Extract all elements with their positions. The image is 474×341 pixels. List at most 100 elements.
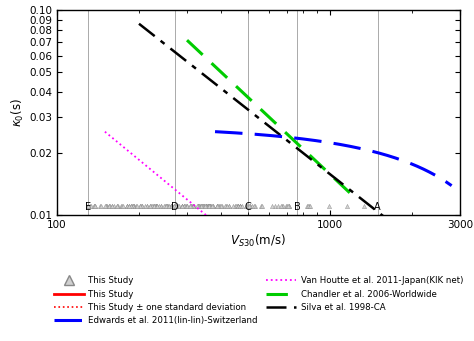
Point xyxy=(198,204,206,209)
Point xyxy=(198,204,205,209)
Point xyxy=(134,204,141,209)
Point xyxy=(84,204,92,209)
Point xyxy=(229,204,237,209)
Point xyxy=(86,204,94,209)
Point xyxy=(183,204,191,209)
Point xyxy=(303,204,311,209)
Text: C: C xyxy=(244,202,251,212)
Point xyxy=(163,204,170,209)
Point xyxy=(190,204,198,209)
Point xyxy=(127,204,135,209)
Point xyxy=(189,204,197,209)
Point xyxy=(196,204,204,209)
Point xyxy=(168,204,176,209)
Point xyxy=(128,204,135,209)
Point xyxy=(200,204,207,209)
Point xyxy=(246,204,253,209)
Point xyxy=(284,204,292,209)
Point xyxy=(231,204,238,209)
Point xyxy=(232,204,239,209)
Point xyxy=(125,204,133,209)
Point xyxy=(221,204,228,209)
Point xyxy=(343,204,351,209)
Point xyxy=(130,204,137,209)
Point xyxy=(304,204,312,209)
Point xyxy=(206,204,214,209)
Point xyxy=(102,204,110,209)
Point xyxy=(124,204,131,209)
Point xyxy=(168,204,176,209)
Point xyxy=(250,204,257,209)
Point xyxy=(203,204,211,209)
Point xyxy=(97,204,104,209)
Point xyxy=(141,204,148,209)
Point xyxy=(124,204,131,209)
X-axis label: $\mathit{V}_{S30}$(m/s): $\mathit{V}_{S30}$(m/s) xyxy=(230,233,286,249)
Point xyxy=(162,204,169,209)
Point xyxy=(237,204,244,209)
Point xyxy=(278,204,286,209)
Point xyxy=(202,204,210,209)
Point xyxy=(167,204,174,209)
Point xyxy=(214,204,221,209)
Point xyxy=(194,204,202,209)
Point xyxy=(182,204,190,209)
Point xyxy=(207,204,215,209)
Point xyxy=(268,204,275,209)
Point xyxy=(187,204,194,209)
Point xyxy=(223,204,230,209)
Point xyxy=(117,204,124,209)
Point xyxy=(123,204,130,209)
Point xyxy=(189,204,196,209)
Point xyxy=(234,204,242,209)
Point xyxy=(237,204,244,209)
Point xyxy=(224,204,231,209)
Point xyxy=(167,204,175,209)
Point xyxy=(246,204,254,209)
Point xyxy=(84,204,92,209)
Point xyxy=(205,204,213,209)
Point xyxy=(150,204,157,209)
Point xyxy=(248,204,256,209)
Point xyxy=(149,204,156,209)
Point xyxy=(129,204,137,209)
Point xyxy=(105,204,112,209)
Point xyxy=(234,204,241,209)
Point xyxy=(136,204,144,209)
Point xyxy=(153,204,160,209)
Point xyxy=(257,204,265,209)
Point xyxy=(171,204,178,209)
Point xyxy=(202,204,210,209)
Point xyxy=(189,204,196,209)
Point xyxy=(158,204,165,209)
Point xyxy=(84,204,92,209)
Text: E: E xyxy=(85,202,91,212)
Point xyxy=(204,204,212,209)
Point xyxy=(242,204,250,209)
Point xyxy=(119,204,127,209)
Point xyxy=(175,204,183,209)
Point xyxy=(102,204,110,209)
Point xyxy=(181,204,189,209)
Point xyxy=(202,204,210,209)
Point xyxy=(360,204,368,209)
Point xyxy=(246,204,254,209)
Y-axis label: $\kappa_0$(s): $\kappa_0$(s) xyxy=(10,98,26,127)
Point xyxy=(187,204,195,209)
Point xyxy=(200,204,207,209)
Point xyxy=(132,204,139,209)
Point xyxy=(218,204,226,209)
Point xyxy=(178,204,186,209)
Point xyxy=(91,204,98,209)
Point xyxy=(154,204,161,209)
Point xyxy=(139,204,146,209)
Point xyxy=(153,204,160,209)
Point xyxy=(205,204,213,209)
Point xyxy=(84,204,92,209)
Point xyxy=(187,204,195,209)
Point xyxy=(125,204,132,209)
Point xyxy=(206,204,214,209)
Point xyxy=(152,204,159,209)
Point xyxy=(236,204,243,209)
Point xyxy=(306,204,313,209)
